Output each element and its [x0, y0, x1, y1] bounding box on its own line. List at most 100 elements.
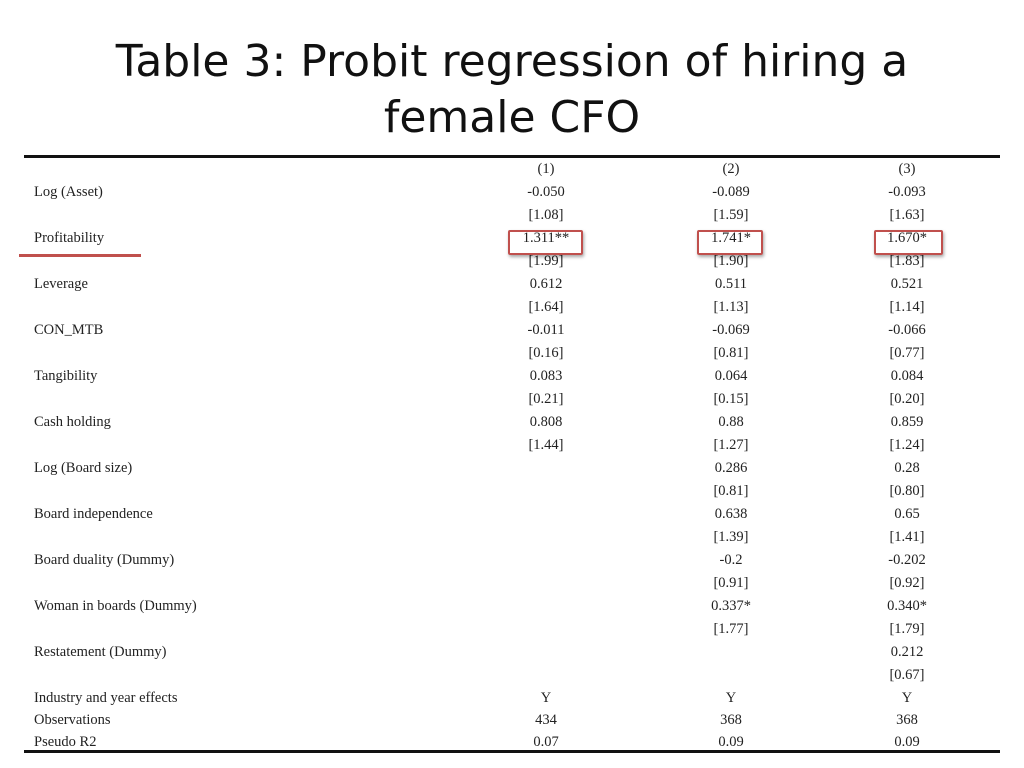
tstat-cell: [1.63] — [889, 207, 925, 223]
row-label: Leverage — [34, 276, 88, 292]
tstat-cell: [1.79] — [889, 621, 925, 637]
coefficient-cell: 0.337* — [711, 598, 751, 614]
table-row: Tangibility 0.083 0.064 0.084 — [24, 365, 1000, 388]
coefficient-cell: 0.084 — [890, 368, 924, 384]
column-header-2: (2) — [722, 161, 740, 177]
tstat-cell: [0.67] — [889, 667, 925, 683]
tstat-cell: [1.99] — [528, 253, 564, 269]
row-label: Log (Asset) — [34, 184, 103, 200]
tstat-cell: [1.44] — [528, 437, 564, 453]
coefficient-cell: -0.089 — [712, 184, 750, 200]
tstat-cell: [1.24] — [889, 437, 925, 453]
coefficient-cell: -0.050 — [527, 184, 565, 200]
coefficient-cell: 0.340* — [887, 598, 927, 614]
tstat-cell: [1.08] — [528, 207, 564, 223]
table-footer-row: Industry and year effects Y Y Y — [24, 687, 1000, 710]
tstat-cell: [0.16] — [528, 345, 564, 361]
tstat-cell: [1.14] — [889, 299, 925, 315]
footer-label: Industry and year effects — [34, 690, 178, 706]
table-row-stat: [1.08] [1.59] [1.63] — [24, 204, 1000, 227]
tstat-cell: [0.77] — [889, 345, 925, 361]
row-label: Board independence — [34, 506, 153, 522]
row-label: Woman in boards (Dummy) — [34, 598, 197, 614]
table-row: Profitability 1.311** 1.741* 1.670* — [24, 227, 1000, 250]
coefficient-cell: 0.808 — [529, 414, 563, 430]
coefficient-cell: 0.083 — [529, 368, 563, 384]
table-row-stat: [1.64] [1.13] [1.14] — [24, 296, 1000, 319]
table-row-stat: [1.99] [1.90] [1.83] — [24, 250, 1000, 273]
tstat-cell: [0.20] — [889, 391, 925, 407]
row-label: Cash holding — [34, 414, 111, 430]
coefficient-cell: 0.521 — [890, 276, 924, 292]
footer-cell: 0.09 — [894, 734, 920, 750]
coefficient-cell: 0.88 — [718, 414, 744, 430]
column-header-3: (3) — [898, 161, 916, 177]
table-row: Board duality (Dummy) -0.2 -0.202 — [24, 549, 1000, 572]
table-row: CON_MTB -0.011 -0.069 -0.066 — [24, 319, 1000, 342]
column-header-1: (1) — [537, 161, 555, 177]
coefficient-cell: 1.311** — [522, 230, 570, 246]
coefficient-cell: 0.65 — [894, 506, 920, 522]
coefficient-cell: -0.011 — [527, 322, 565, 338]
table-row: Board independence 0.638 0.65 — [24, 503, 1000, 526]
slide-title-line-1: Table 3: Probit regression of hiring a — [115, 36, 909, 87]
tstat-cell: [1.83] — [889, 253, 925, 269]
coefficient-cell: 0.28 — [894, 460, 920, 476]
table-row-stat: [1.77] [1.79] — [24, 618, 1000, 641]
coefficient-cell: -0.2 — [719, 552, 743, 568]
table-header-row: (1) (2) (3) — [24, 158, 1000, 181]
footer-cell: Y — [901, 690, 913, 706]
highlight-box-col1 — [508, 230, 583, 255]
coefficient-cell: 0.212 — [890, 644, 924, 660]
tstat-cell: [0.15] — [713, 391, 749, 407]
coefficient-cell: 0.511 — [714, 276, 748, 292]
row-label: Restatement (Dummy) — [34, 644, 167, 660]
tstat-cell: [1.64] — [528, 299, 564, 315]
coefficient-cell: 0.064 — [714, 368, 748, 384]
profitability-underline — [19, 254, 141, 257]
tstat-cell: [0.81] — [713, 483, 749, 499]
table-row-stat: [0.91] [0.92] — [24, 572, 1000, 595]
table-row: Leverage 0.612 0.511 0.521 — [24, 273, 1000, 296]
table-row-stat: [0.16] [0.81] [0.77] — [24, 342, 1000, 365]
row-label: Profitability — [34, 230, 105, 246]
table-row-stat: [0.81] [0.80] — [24, 480, 1000, 503]
footer-cell: Y — [725, 690, 737, 706]
table-top-rule — [24, 155, 1000, 158]
footer-cell: Y — [540, 690, 552, 706]
table-row: Woman in boards (Dummy) 0.337* 0.340* — [24, 595, 1000, 618]
row-label: CON_MTB — [34, 322, 104, 338]
slide-title: Table 3: Probit regression of hiring a f… — [0, 34, 1024, 146]
tstat-cell: [1.39] — [713, 529, 749, 545]
tstat-cell: [1.41] — [889, 529, 925, 545]
table-row: Log (Asset) -0.050 -0.089 -0.093 — [24, 181, 1000, 204]
table-row-stat: [0.67] — [24, 664, 1000, 687]
footer-cell: 0.07 — [533, 734, 559, 750]
table-row-stat: [1.39] [1.41] — [24, 526, 1000, 549]
table-row-stat: [1.44] [1.27] [1.24] — [24, 434, 1000, 457]
tstat-cell: [0.92] — [889, 575, 925, 591]
table-row: Cash holding 0.808 0.88 0.859 — [24, 411, 1000, 434]
footer-cell: 368 — [720, 712, 742, 728]
coefficient-cell: -0.093 — [888, 184, 926, 200]
row-label: Board duality (Dummy) — [34, 552, 175, 568]
slide-title-line-2: female CFO — [383, 92, 641, 143]
table-row: Restatement (Dummy) 0.212 — [24, 641, 1000, 664]
coefficient-cell: 0.638 — [714, 506, 748, 522]
row-label: Tangibility — [34, 368, 98, 384]
table-bottom-rule — [24, 750, 1000, 753]
footer-cell: 434 — [535, 712, 557, 728]
table-footer-row: Pseudo R2 0.07 0.09 0.09 — [24, 731, 1000, 754]
highlight-box-col2 — [697, 230, 763, 255]
footer-label: Pseudo R2 — [34, 734, 97, 750]
coefficient-cell: -0.202 — [888, 552, 926, 568]
coefficient-cell: 1.670* — [887, 230, 927, 246]
footer-cell: 368 — [896, 712, 918, 728]
coefficient-cell: -0.066 — [888, 322, 926, 338]
coefficient-cell: -0.069 — [712, 322, 750, 338]
tstat-cell: [1.13] — [713, 299, 749, 315]
footer-label: Observations — [34, 712, 111, 728]
coefficient-cell: 0.859 — [890, 414, 924, 430]
tstat-cell: [0.81] — [713, 345, 749, 361]
tstat-cell: [0.21] — [528, 391, 564, 407]
